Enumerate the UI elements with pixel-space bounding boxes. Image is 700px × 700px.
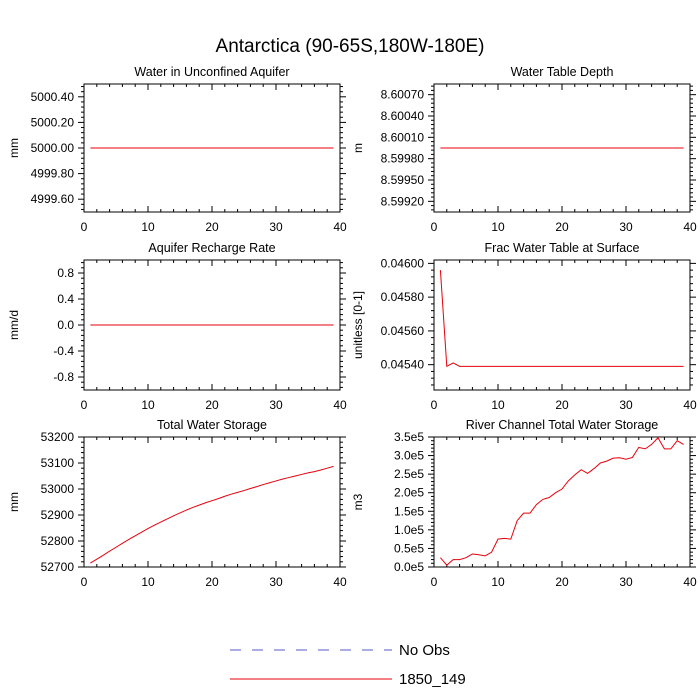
y-tick-label: 52900 — [41, 508, 75, 522]
y-tick-label: 0.0 — [57, 318, 74, 332]
x-tick-label: 20 — [205, 575, 219, 589]
x-tick-label: 20 — [555, 575, 569, 589]
series-line — [90, 465, 334, 564]
legend: No Obs 1850_149 — [230, 642, 466, 688]
y-tick-label: 8.60010 — [381, 130, 425, 144]
x-tick-label: 30 — [619, 575, 633, 589]
x-tick-label: 0 — [431, 220, 438, 234]
y-tick-label: 0.04540 — [381, 358, 425, 372]
y-tick-label: 5000.40 — [31, 90, 75, 104]
series-line — [439, 270, 684, 368]
panel-6: River Channel Total Water Storage 0 10 20 30… — [351, 418, 697, 589]
x-tick-label: 10 — [141, 398, 155, 412]
y-axis-label: mm — [7, 492, 21, 512]
x-tick-label: 0 — [81, 398, 88, 412]
series-line — [440, 436, 684, 566]
y-tick-label: 8.59950 — [381, 173, 425, 187]
panel-5: Total Water Storage 0 10 20 30 40 52700 52800 52… — [7, 418, 347, 589]
x-tick-label: 40 — [333, 575, 347, 589]
y-tick-label: 0.0e5 — [394, 560, 424, 574]
y-tick-label: 2.5e5 — [394, 467, 424, 481]
y-tick-label: 3.0e5 — [394, 449, 424, 463]
panel-title: Total Water Storage — [157, 418, 267, 432]
y-tick-label: 0.8 — [57, 266, 74, 280]
x-tick-label: 40 — [683, 575, 697, 589]
x-tick-label: 30 — [269, 575, 283, 589]
panel-title: River Channel Total Water Storage — [466, 418, 659, 432]
legend-label: No Obs — [399, 642, 450, 659]
plot-frame — [83, 436, 341, 568]
x-tick-label: 10 — [491, 575, 505, 589]
y-tick-label: 2.0e5 — [394, 486, 424, 500]
x-tick-label: 0 — [81, 220, 88, 234]
y-tick-label: 3.5e5 — [394, 430, 424, 444]
x-tick-label: 30 — [269, 398, 283, 412]
y-tick-label: 0.04560 — [381, 324, 425, 338]
panel-title: Frac Water Table at Surface — [485, 241, 640, 255]
x-tick-label: 0 — [81, 575, 88, 589]
plot-frame — [433, 259, 691, 391]
panel-title: Aquifer Recharge Rate — [148, 241, 275, 255]
legend-label: 1850_149 — [399, 671, 466, 688]
x-tick-label: 10 — [141, 220, 155, 234]
x-tick-label: 30 — [269, 220, 283, 234]
y-tick-label: 0.04600 — [381, 256, 425, 270]
x-tick-label: 30 — [619, 220, 633, 234]
y-tick-label: 8.60040 — [381, 109, 425, 123]
y-tick-label: -0.8 — [53, 370, 74, 384]
y-axis-label: m3 — [351, 493, 365, 510]
panel-title: Water in Unconfined Aquifer — [134, 65, 289, 79]
panel-4: Frac Water Table at Surface 0 10 20 30 40 0.04… — [351, 241, 697, 412]
x-tick-label: 20 — [205, 398, 219, 412]
y-tick-label: 4999.80 — [31, 167, 75, 181]
y-tick-label: 8.60070 — [381, 88, 425, 102]
x-tick-label: 10 — [491, 398, 505, 412]
y-tick-label: 1.5e5 — [394, 504, 424, 518]
panels: Water in Unconfined Aquifer 0 10 20 30 40 4999… — [7, 65, 697, 589]
main-title: Antarctica (90-65S,180W-180E) — [216, 36, 485, 57]
y-axis-label: mm/d — [7, 310, 21, 340]
panel-3: Aquifer Recharge Rate 0 10 20 30 40 -0.8 -0.4 0.… — [7, 241, 347, 412]
plot-frame — [433, 436, 691, 568]
y-tick-label: -0.4 — [53, 344, 74, 358]
y-tick-label: 53100 — [41, 456, 75, 470]
x-tick-label: 40 — [683, 220, 697, 234]
y-tick-label: 0.04580 — [381, 290, 425, 304]
y-tick-label: 53200 — [41, 430, 75, 444]
y-tick-label: 52700 — [41, 560, 75, 574]
x-tick-label: 20 — [205, 220, 219, 234]
panel-2: Water Table Depth 0 10 20 30 40 8.59920 8.59950… — [351, 65, 697, 234]
x-tick-label: 40 — [333, 220, 347, 234]
y-tick-label: 8.59980 — [381, 152, 425, 166]
y-axis-label: unitless [0-1] — [351, 291, 365, 359]
y-tick-label: 5000.00 — [31, 141, 75, 155]
x-tick-label: 40 — [683, 398, 697, 412]
y-tick-label: 1.0e5 — [394, 523, 424, 537]
y-tick-label: 0.5e5 — [394, 541, 424, 555]
x-tick-label: 30 — [619, 398, 633, 412]
x-tick-label: 10 — [491, 220, 505, 234]
x-tick-label: 0 — [431, 575, 438, 589]
panel-1: Water in Unconfined Aquifer 0 10 20 30 40 4999… — [7, 65, 347, 234]
y-tick-label: 53000 — [41, 482, 75, 496]
y-axis-label: mm — [7, 138, 21, 158]
x-tick-label: 40 — [333, 398, 347, 412]
y-tick-label: 5000.20 — [31, 115, 75, 129]
y-tick-label: 8.59920 — [381, 194, 425, 208]
y-tick-label: 4999.60 — [31, 192, 75, 206]
x-tick-label: 0 — [431, 398, 438, 412]
y-tick-label: 0.4 — [57, 292, 74, 306]
x-tick-label: 10 — [141, 575, 155, 589]
x-tick-label: 20 — [555, 220, 569, 234]
panel-title: Water Table Depth — [511, 65, 614, 79]
y-tick-label: 52800 — [41, 534, 75, 548]
x-tick-label: 20 — [555, 398, 569, 412]
y-axis-label: m — [351, 143, 365, 153]
